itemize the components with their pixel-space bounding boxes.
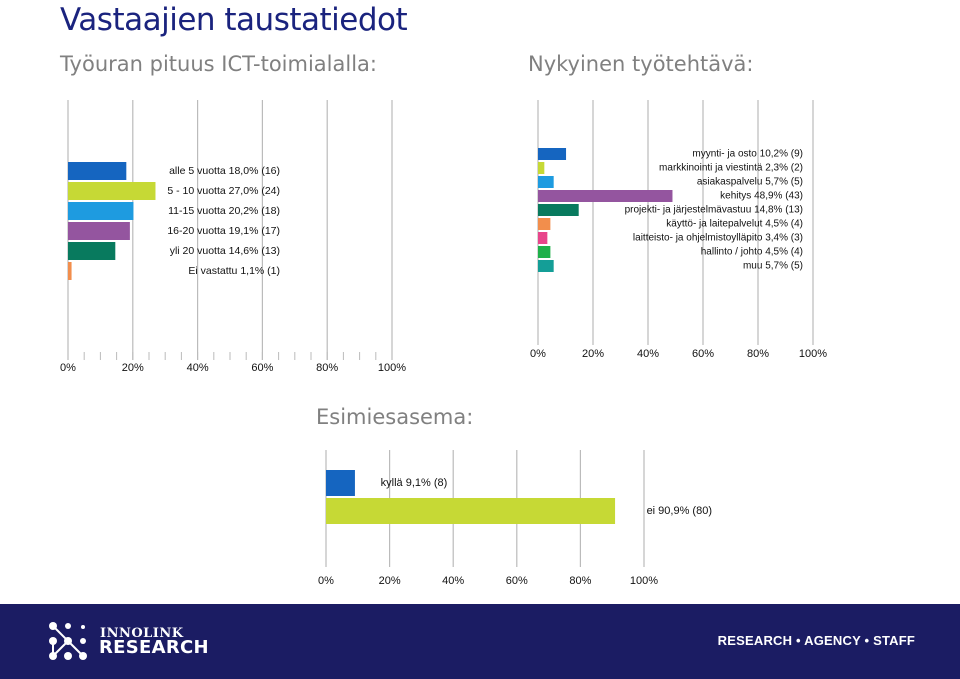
career-bar xyxy=(68,182,156,200)
task-bar-label: laitteisto- ja ohjelmistoylläpito 3,4% (… xyxy=(633,233,803,244)
supervisor-tick-label: 60% xyxy=(506,575,528,587)
career-tick-label: 20% xyxy=(122,362,144,374)
career-bar-label: alle 5 vuotta 18,0% (16) xyxy=(169,165,280,177)
task-tick-label: 0% xyxy=(530,348,546,360)
career-bar-label: 16-20 vuotta 19,1% (17) xyxy=(167,225,280,237)
supervisor-tick-label: 0% xyxy=(318,575,334,587)
task-bar xyxy=(538,176,554,188)
career-bar-label: yli 20 vuotta 14,6% (13) xyxy=(170,245,280,257)
task-tick-label: 40% xyxy=(637,348,659,360)
task-bar xyxy=(538,246,551,258)
career-bar xyxy=(68,262,72,280)
supervisor-bar xyxy=(326,470,355,496)
task-bar xyxy=(538,204,579,216)
career-tick-label: 40% xyxy=(187,362,209,374)
task-bar-label: kehitys 48,9% (43) xyxy=(720,191,803,202)
supervisor-tick-label: 80% xyxy=(569,575,591,587)
career-tick-label: 100% xyxy=(378,362,406,374)
task-bar-label: myynti- ja osto 10,2% (9) xyxy=(692,149,803,160)
career-tick-label: 0% xyxy=(60,362,76,374)
footer-tagline: RESEARCH • AGENCY • STAFF xyxy=(717,633,915,648)
task-bar xyxy=(538,162,545,174)
logo-wordmark-big: RESEARCH xyxy=(99,637,209,658)
task-tick-label: 20% xyxy=(582,348,604,360)
task-bar-label: hallinto / johto 4,5% (4) xyxy=(701,247,803,258)
career-bar xyxy=(68,222,130,240)
task-bar xyxy=(538,148,567,160)
task-bar xyxy=(538,232,548,244)
task-tick-label: 100% xyxy=(799,348,827,360)
footer-bar xyxy=(0,604,960,679)
task-chart-title: Nykyinen työtehtävä: xyxy=(528,52,754,76)
task-bar-label: käyttö- ja laitepalvelut 4,5% (4) xyxy=(666,219,803,230)
career-bar-label: 11-15 vuotta 20,2% (18) xyxy=(168,205,280,217)
supervisor-bar xyxy=(326,498,616,524)
task-bar-label: markkinointi ja viestintä 2,3% (2) xyxy=(659,163,803,174)
supervisor-bar-label: ei 90,9% (80) xyxy=(647,505,712,517)
supervisor-tick-label: 40% xyxy=(442,575,464,587)
page-title: Vastaajien taustatiedot xyxy=(60,2,408,38)
career-bar xyxy=(68,162,127,180)
career-bar xyxy=(68,242,116,260)
career-bar-label: Ei vastattu 1,1% (1) xyxy=(188,265,280,277)
task-bar xyxy=(538,218,551,230)
career-bar xyxy=(68,202,134,220)
supervisor-bar-label: kyllä 9,1% (8) xyxy=(381,477,448,489)
task-bar xyxy=(538,190,673,202)
task-bar xyxy=(538,260,554,272)
task-tick-label: 60% xyxy=(692,348,714,360)
career-tick-label: 60% xyxy=(251,362,273,374)
career-chart-title: Työuran pituus ICT-toimialalla: xyxy=(60,52,377,76)
supervisor-tick-label: 100% xyxy=(630,575,658,587)
task-bar-label: projekti- ja järjestelmävastuu 14,8% (13… xyxy=(625,205,803,216)
task-tick-label: 80% xyxy=(747,348,769,360)
innolink-logo-icon xyxy=(49,622,87,660)
task-bar-label: asiakaspalvelu 5,7% (5) xyxy=(697,177,803,188)
career-tick-label: 80% xyxy=(316,362,338,374)
supervisor-chart-title: Esimiesasema: xyxy=(316,405,474,429)
logo-wordmark-small: INNOLINK xyxy=(100,626,184,641)
supervisor-tick-label: 20% xyxy=(379,575,401,587)
task-bar-label: muu 5,7% (5) xyxy=(743,261,803,272)
career-bar-label: 5 - 10 vuotta 27,0% (24) xyxy=(167,185,280,197)
